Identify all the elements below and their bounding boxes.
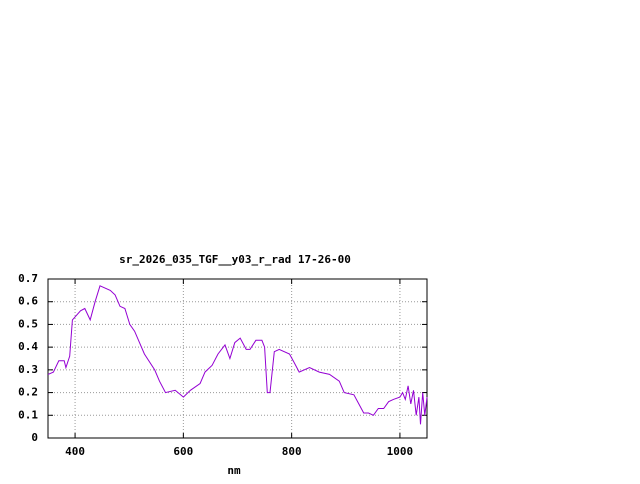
x-tick-label: 600 — [173, 445, 193, 458]
y-tick-label: 0 — [31, 431, 38, 444]
y-tick-label: 0.5 — [18, 317, 38, 330]
y-tick-label: 0.6 — [18, 295, 38, 308]
x-tick-label: 1000 — [387, 445, 414, 458]
y-tick-label: 0.1 — [18, 408, 38, 421]
x-tick-label: 400 — [65, 445, 85, 458]
x-axis-label: nm — [227, 464, 241, 477]
x-tick-label: 800 — [282, 445, 302, 458]
chart-title: sr_2026_035_TGF__y03_r_rad 17-26-00 — [119, 253, 351, 266]
plot-border — [47, 278, 428, 439]
y-tick-label: 0.7 — [18, 272, 38, 285]
y-tick-label: 0.2 — [18, 386, 38, 399]
y-tick-label: 0.4 — [18, 340, 38, 353]
data-line — [47, 285, 428, 425]
y-tick-label: 0.3 — [18, 363, 38, 376]
